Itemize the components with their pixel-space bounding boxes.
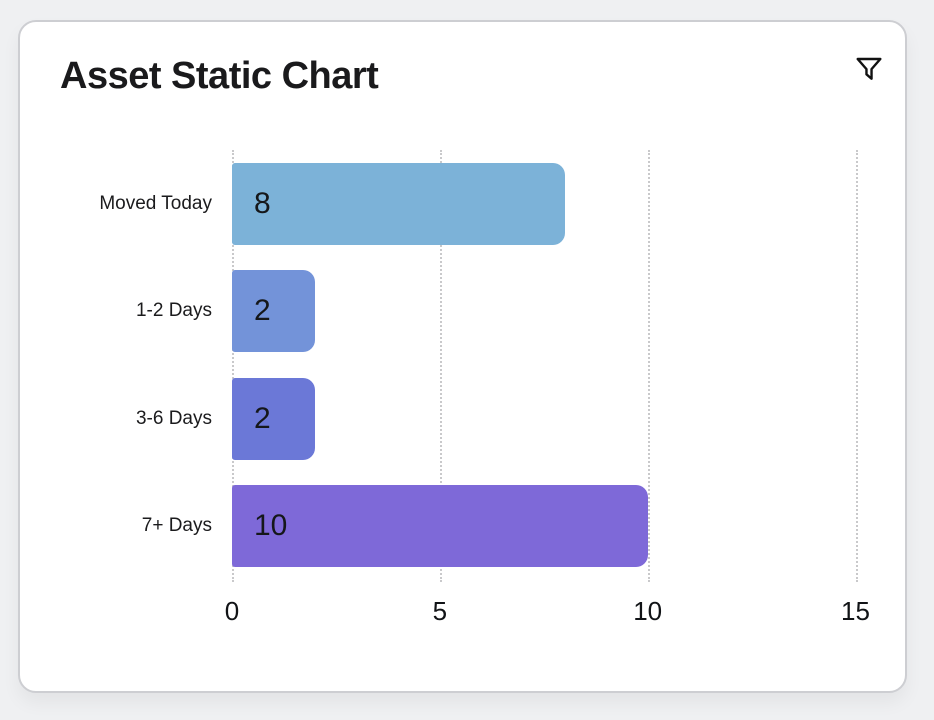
bar-value-label: 8 — [254, 186, 271, 220]
bar-chart: Moved Today 8 1-2 Days 2 — [20, 22, 905, 691]
gridline-10 — [647, 150, 650, 582]
bar-1-2-days[interactable]: 2 — [232, 270, 316, 353]
chart-row-1-2-days: 1-2 Days 2 — [20, 258, 905, 366]
x-axis: 0 5 10 15 — [20, 596, 905, 632]
gridline-0 — [232, 150, 234, 582]
gridlines — [20, 150, 905, 582]
chart-row-moved-today: Moved Today 8 — [20, 150, 905, 258]
bar-7-plus-days[interactable]: 10 — [232, 485, 648, 568]
gridline-5 — [439, 150, 442, 582]
card-title: Asset Static Chart — [60, 55, 379, 97]
category-label-1-2-days: 1-2 Days — [135, 300, 212, 322]
bar-moved-today[interactable]: 8 — [232, 162, 565, 245]
chart-row-7-plus-days: 7+ Days 10 — [20, 473, 905, 581]
bar-track: 2 — [232, 270, 905, 353]
bar-value-label: 2 — [254, 294, 271, 328]
chart-rows: Moved Today 8 1-2 Days 2 — [20, 150, 905, 580]
x-tick-15: 15 — [841, 596, 870, 626]
bar-track: 8 — [232, 162, 905, 245]
category-label-3-6-days: 3-6 Days — [135, 407, 212, 429]
gridline-15 — [855, 150, 858, 582]
x-tick-10: 10 — [633, 596, 663, 626]
category-label-moved-today: Moved Today — [99, 192, 212, 214]
x-tick-5: 5 — [432, 596, 448, 626]
bar-value-label: 10 — [254, 509, 288, 543]
chart-row-3-6-days: 3-6 Days 2 — [20, 365, 905, 473]
bar-3-6-days[interactable]: 2 — [232, 377, 316, 460]
x-tick-0: 0 — [224, 596, 240, 626]
category-label-7-plus-days: 7+ Days — [141, 515, 212, 537]
filter-button[interactable] — [850, 50, 888, 88]
filter-icon — [856, 57, 882, 80]
bar-track: 2 — [232, 377, 905, 460]
bar-track: 10 — [232, 485, 905, 568]
asset-static-chart-card: Asset Static Chart Moved Today 8 1 — [18, 20, 907, 693]
bar-value-label: 2 — [254, 401, 271, 435]
